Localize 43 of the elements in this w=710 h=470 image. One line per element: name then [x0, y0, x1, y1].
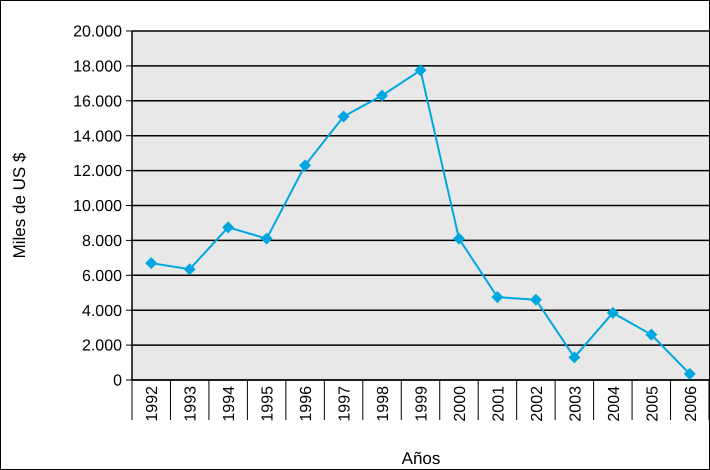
- y-tick-label: 4.000: [82, 302, 122, 320]
- point: [222, 221, 234, 234]
- x-tick-label: 2003: [567, 386, 584, 422]
- point: [376, 90, 388, 102]
- x-tick-label: 1997: [336, 386, 354, 422]
- point: [260, 232, 273, 245]
- point: [338, 110, 350, 123]
- point: [606, 306, 619, 319]
- x-tick-label: 2006: [682, 386, 700, 422]
- y-tick-label: 2.000: [82, 338, 122, 355]
- x-tick-label: 1993: [182, 386, 200, 422]
- point: [414, 64, 426, 76]
- point: [184, 263, 196, 276]
- x-tick-label: 2001: [490, 386, 508, 422]
- point: [299, 159, 312, 172]
- y-tick-label: 12.000: [73, 163, 122, 180]
- x-tick-label: 2000: [452, 386, 469, 422]
- point: [491, 291, 504, 304]
- point: [530, 294, 542, 306]
- point: [645, 328, 658, 341]
- y-tick-label: 20.000: [73, 24, 122, 41]
- x-tick-label: 1999: [414, 386, 430, 422]
- point: [452, 232, 465, 245]
- x-tick-label: 1994: [221, 386, 238, 422]
- x-tick-label: 1998: [375, 386, 392, 422]
- y-axis-title: Miles de US $: [10, 152, 29, 258]
- x-axis-title: Años: [402, 449, 440, 468]
- y-tick-label: 14.000: [73, 128, 122, 146]
- y-tick-label: 8.000: [82, 233, 122, 250]
- y-tick-label: 18.000: [73, 58, 122, 76]
- y-tick-label: 10.000: [73, 198, 122, 216]
- x-tick-label: 2002: [528, 386, 546, 422]
- y-tick-label: 16.000: [73, 93, 122, 110]
- x-tick-label: 1992: [144, 386, 162, 422]
- x-tick-label: 2005: [644, 386, 662, 422]
- y-tick-label: 0: [113, 372, 122, 390]
- point: [145, 257, 158, 270]
- x-tick-label: 1996: [298, 386, 316, 422]
- point: [568, 351, 580, 364]
- point: [684, 368, 696, 380]
- x-tick-label: 2004: [606, 386, 623, 422]
- y-tick-label: 6.000: [82, 268, 122, 285]
- x-tick-label: 1995: [260, 386, 277, 422]
